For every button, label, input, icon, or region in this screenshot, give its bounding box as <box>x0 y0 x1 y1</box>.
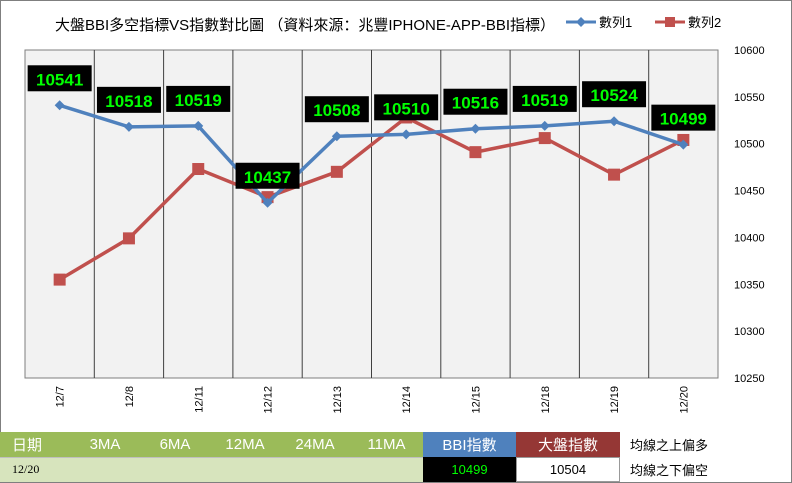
data-label-box <box>374 94 439 121</box>
data-label-box <box>582 81 647 108</box>
x-tick-label: 12/13 <box>332 386 344 414</box>
series-2-point <box>122 232 135 245</box>
data-label: 10518 <box>105 92 152 111</box>
legend-label: 數列1 <box>599 15 632 30</box>
row-bbi-value: 10499 <box>423 457 516 482</box>
data-label-box <box>304 96 369 123</box>
legend: 數列1 數列2 <box>566 15 721 30</box>
series-1-point <box>539 120 550 131</box>
note-below: 均線之下偏空 <box>620 457 790 482</box>
header-11ma: 11MA <box>350 432 423 457</box>
x-tick-label: 12/18 <box>540 386 552 414</box>
series-1-point <box>470 123 481 134</box>
bbi-table: 日期 3MA 6MA 12MA 24MA 11MA BBI指數 大盤指數 均線之… <box>0 432 790 482</box>
data-label-box <box>443 88 508 115</box>
legend-marker <box>665 17 675 27</box>
series-1-point <box>401 129 412 140</box>
series-2-point <box>53 273 66 286</box>
y-tick-label: 10600 <box>734 45 765 57</box>
y-tick-label: 10250 <box>734 373 765 385</box>
data-label-box <box>27 65 92 92</box>
series-1-point <box>193 120 204 131</box>
data-label-box <box>96 86 161 113</box>
series-line-2 <box>58 115 685 282</box>
header-12ma: 12MA <box>210 432 280 457</box>
y-tick-label: 10550 <box>734 92 765 104</box>
data-label-box <box>235 162 300 189</box>
header-index: 大盤指數 <box>516 432 620 457</box>
series-lines <box>53 100 690 286</box>
data-label: 10541 <box>36 70 83 89</box>
series-2-point <box>608 168 621 181</box>
legend-label: 數列2 <box>688 15 721 30</box>
data-label: 10519 <box>521 91 568 110</box>
chart-area: 大盤BBI多空指標VS指數對比圖 （資料來源：兆豐IPHONE-APP-BBI指… <box>24 15 765 414</box>
header-date: 日期 <box>0 432 70 457</box>
y-tick-label: 10300 <box>734 326 765 338</box>
grid-lines <box>93 50 650 378</box>
x-tick-label: 12/20 <box>678 386 690 414</box>
x-tick-label: 12/19 <box>609 386 621 414</box>
data-label: 10516 <box>452 94 499 113</box>
series-line-1 <box>59 103 684 205</box>
x-tick-label: 12/8 <box>124 386 136 407</box>
header-3ma: 3MA <box>70 432 140 457</box>
row-index-value: 10504 <box>516 457 620 482</box>
x-tick-label: 12/15 <box>470 386 482 414</box>
series-1-point <box>262 197 273 208</box>
y-tick-label: 10450 <box>734 186 765 198</box>
y-tick-label: 10350 <box>734 279 765 291</box>
data-label: 10510 <box>383 99 430 118</box>
data-label-box <box>166 85 231 112</box>
data-label-box <box>651 104 716 131</box>
data-label: 10508 <box>313 101 360 120</box>
series-2-point <box>192 163 205 176</box>
x-tick-label: 12/7 <box>55 386 67 407</box>
data-label-box <box>512 85 577 112</box>
series-1-point <box>123 121 134 132</box>
row-date: 12/20 <box>12 462 40 476</box>
data-label: 10437 <box>244 168 291 187</box>
chart-title: 大盤BBI多空指標VS指數對比圖 （資料來源：兆豐IPHONE-APP-BBI指… <box>55 17 555 34</box>
x-tick-label: 12/14 <box>401 386 413 414</box>
data-labels: 10541 10518 10519 10437 10508 10510 10516 10519… <box>27 65 716 189</box>
header-bbi: BBI指數 <box>423 432 516 457</box>
series-2-point <box>330 165 343 178</box>
series-1-point <box>331 131 342 142</box>
header-24ma: 24MA <box>280 432 350 457</box>
data-label: 10499 <box>660 110 707 129</box>
data-label: 10524 <box>590 86 638 105</box>
y-tick-label: 10500 <box>734 139 765 151</box>
series-1-point <box>678 139 689 150</box>
data-label: 10519 <box>175 91 222 110</box>
y-tick-label: 10400 <box>734 232 765 244</box>
series-1-point <box>54 100 65 111</box>
x-tick-label: 12/12 <box>263 386 275 414</box>
series-2-point <box>538 132 551 145</box>
row-band <box>0 457 423 482</box>
series-1-point <box>609 116 620 127</box>
note-above: 均線之上偏多 <box>620 432 790 457</box>
y-axis: 10250 10300 10350 10400 10450 10500 10550 10600 <box>734 45 765 385</box>
header-6ma: 6MA <box>140 432 210 457</box>
x-axis: 12/7 12/8 12/11 12/12 12/13 12/14 12/15 12/18 12… <box>55 386 691 414</box>
series-2-point <box>469 146 482 159</box>
legend-marker <box>576 17 586 27</box>
x-tick-label: 12/11 <box>193 386 205 413</box>
